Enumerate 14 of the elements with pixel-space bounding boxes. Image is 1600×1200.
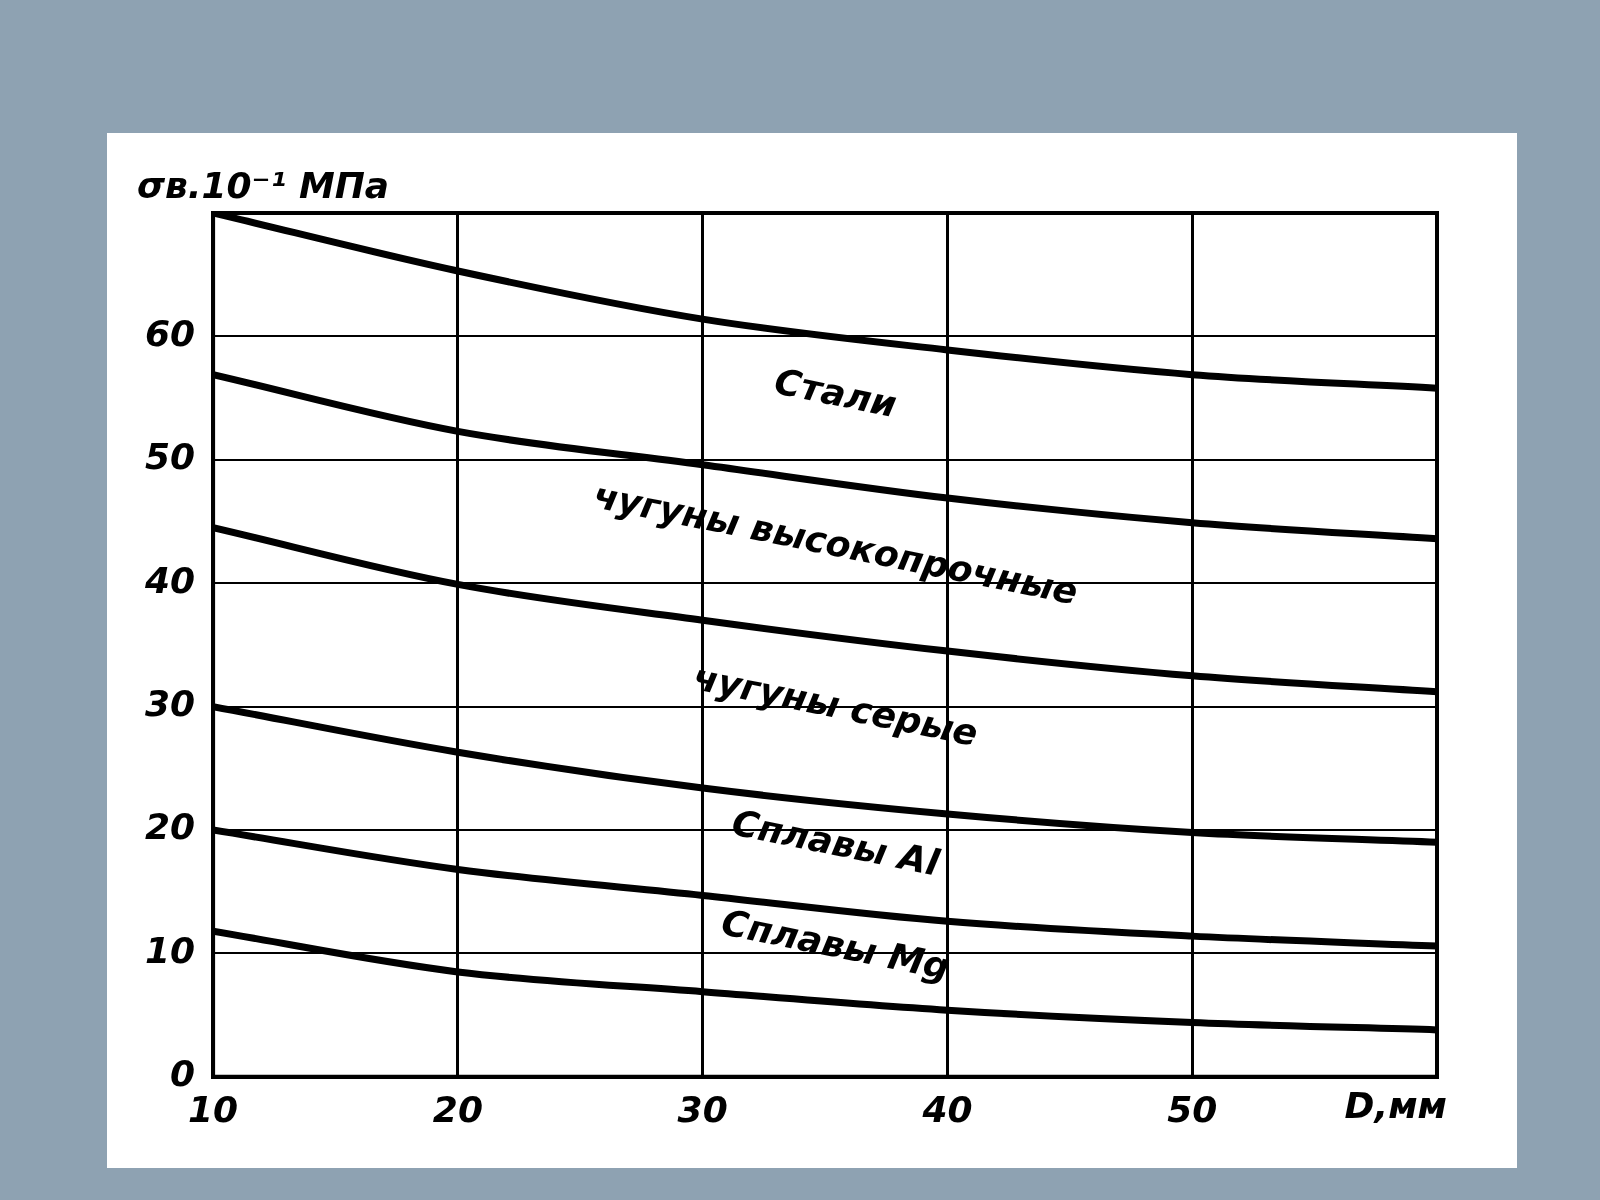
annotation: Сплавы Al	[728, 801, 944, 884]
y-tick-label: 10	[144, 929, 196, 971]
y-tick-label: 50	[144, 436, 196, 478]
y-tick-label: 60	[144, 312, 196, 354]
x-tick-label: 40	[921, 1088, 973, 1130]
x-tick-label: 20	[432, 1088, 483, 1130]
y-tick-label: 30	[144, 682, 196, 724]
y-tick-label: 20	[144, 806, 196, 848]
x-axis-title: D,мм	[1344, 1085, 1447, 1127]
annotation: Стали	[771, 360, 901, 426]
x-tick-label: 30	[677, 1088, 728, 1130]
y-tick-label: 40	[143, 559, 196, 601]
y-axis-title: σв.10⁻¹ МПа	[137, 165, 390, 207]
x-tick-label: 50	[1167, 1088, 1218, 1130]
